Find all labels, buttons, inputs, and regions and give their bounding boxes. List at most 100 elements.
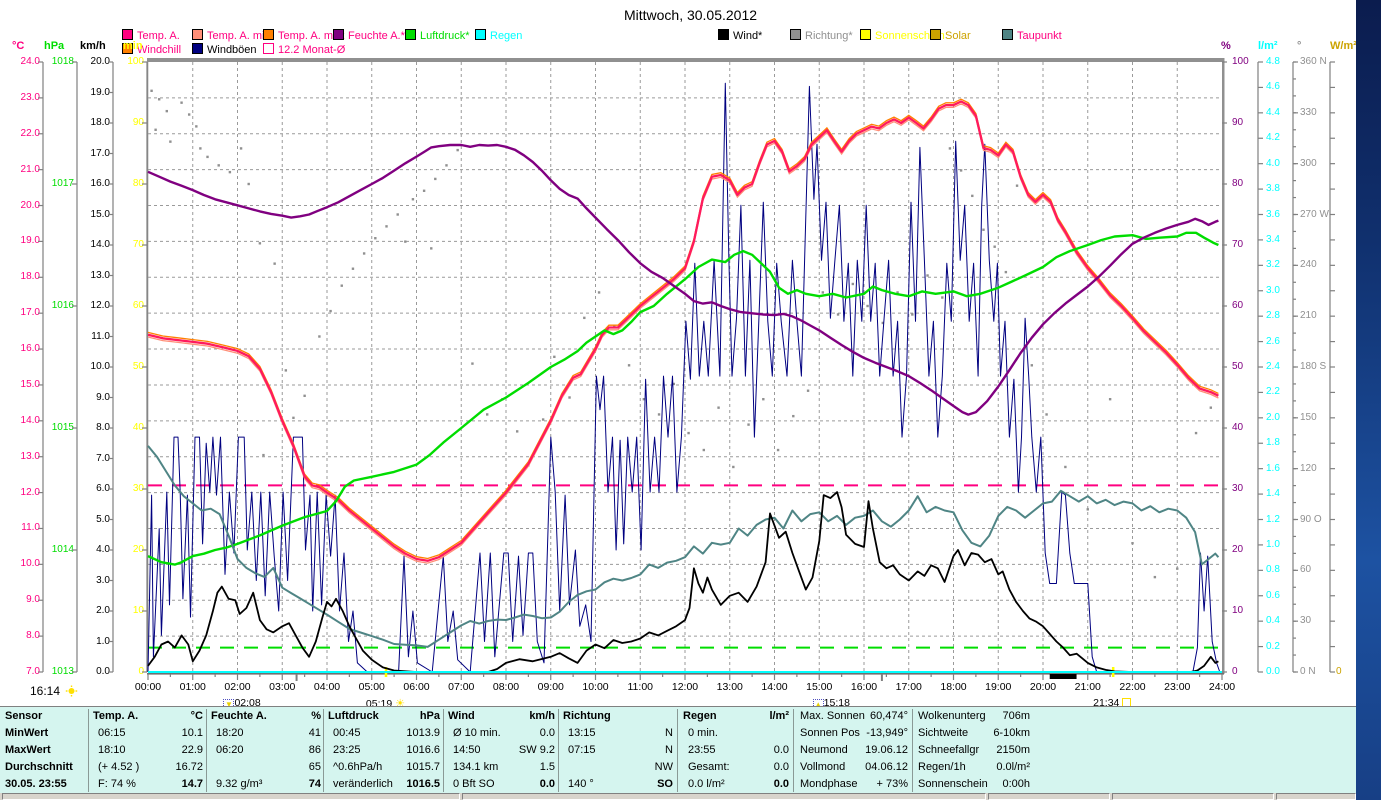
statistics-table: Sensor MinWert MaxWert Durchschnitt 30.05. 2… bbox=[0, 706, 1356, 794]
info-label: Sichtweite bbox=[918, 727, 969, 739]
axis-tick-label: 2.8 bbox=[1266, 310, 1280, 322]
legend-label: Sonnenschein bbox=[875, 30, 945, 42]
legend-item-regen[interactable]: Regen bbox=[475, 29, 522, 42]
astro-value: 19.06.12 bbox=[865, 744, 908, 756]
table-divider bbox=[443, 709, 444, 792]
axis-tick-label: 8.0 bbox=[26, 630, 40, 642]
axis-tick-label: 20 bbox=[1232, 544, 1244, 555]
axis-tick-label: 0.4 bbox=[1266, 615, 1280, 627]
table-cell-value: 16.72 bbox=[175, 761, 203, 773]
axis-tick-label: 210 bbox=[1300, 310, 1317, 322]
legend-label: Temp. A. max bbox=[278, 30, 345, 42]
table-cell-label: 0.0 l/m² bbox=[688, 778, 725, 790]
axis-tick-label: 2.0 bbox=[1266, 411, 1280, 423]
table-cell-label: 07:15 bbox=[568, 744, 596, 756]
legend-item-feuchte-a-[interactable]: Feuchte A.* bbox=[333, 29, 405, 42]
astro-label: Sonnen Pos bbox=[800, 727, 860, 739]
axis-tick-label: 100 bbox=[1232, 56, 1249, 67]
status-segment-3 bbox=[1112, 793, 1274, 800]
axis-tick-label: 1.4 bbox=[1266, 488, 1280, 500]
table-cell-label: veränderlich bbox=[333, 778, 393, 790]
table-cell-label: 0 Bft SO bbox=[453, 778, 495, 790]
unit-celsius: °C bbox=[12, 40, 25, 52]
axis-lines bbox=[38, 61, 1335, 681]
table-divider bbox=[677, 709, 678, 792]
axis-tick-label: 11.0 bbox=[21, 522, 40, 534]
axis-tick-label: 2.4 bbox=[1266, 361, 1280, 372]
axis-tick-label: 270 W bbox=[1300, 208, 1329, 220]
axis-tick-label: 14.0 bbox=[90, 239, 110, 250]
axis-tick-label: 30 bbox=[1232, 483, 1244, 494]
axis-tick-label: 4.4 bbox=[1266, 106, 1280, 118]
axis-tick-label: 5.0 bbox=[96, 513, 110, 525]
axis-tick-label: 13.0 bbox=[20, 450, 40, 462]
window-edge-strip bbox=[1356, 0, 1381, 800]
info-value: 6-10km bbox=[993, 727, 1030, 739]
x-axis-hour-label: 06:00 bbox=[403, 681, 430, 693]
legend-item-taupunkt[interactable]: Taupunkt bbox=[1002, 29, 1062, 42]
axis-tick-label: 0.2 bbox=[1266, 640, 1280, 652]
axis-tick-label: 40 bbox=[132, 422, 144, 433]
unit-percent: % bbox=[1221, 40, 1231, 52]
axis-tick-label: 1013 bbox=[51, 666, 74, 677]
x-axis-hour-label: 17:00 bbox=[895, 681, 922, 693]
legend-item-windb-en[interactable]: Windböen bbox=[192, 43, 257, 56]
table-cell-value: 10.1 bbox=[181, 727, 203, 739]
table-divider bbox=[323, 709, 324, 792]
legend-item-richtung-[interactable]: Richtung* bbox=[790, 29, 853, 42]
axis-tick-label: 50 bbox=[132, 361, 144, 372]
x-axis-hour-label: 19:00 bbox=[985, 681, 1012, 693]
axis-tick-label: 1.2 bbox=[1266, 513, 1280, 525]
legend-swatch-icon bbox=[192, 29, 203, 40]
axis-tick-label: 22.0 bbox=[20, 127, 40, 139]
table-cell-value: 74 bbox=[308, 778, 321, 790]
axis-tick-label: 4.0 bbox=[1266, 157, 1280, 169]
series-windb-en bbox=[147, 82, 1221, 673]
axis-tick-label: 90 O bbox=[1300, 513, 1322, 525]
legend-swatch-icon bbox=[860, 29, 871, 40]
table-cell-value: 0.0 bbox=[773, 761, 789, 773]
legend-item-windchill[interactable]: Windchill bbox=[122, 43, 181, 56]
sunrise-sun-icon: ☀ bbox=[395, 698, 405, 710]
status-segment-1 bbox=[462, 793, 986, 800]
legend-item-12-2-monat-[interactable]: 12.2 Monat-Ø bbox=[263, 43, 345, 56]
axis-tick-label: 12.0 bbox=[20, 486, 40, 498]
legend-label: Wind* bbox=[733, 30, 763, 42]
legend-item-sonnenschein[interactable]: Sonnenschein bbox=[860, 29, 945, 42]
legend-label: Luftdruck* bbox=[420, 30, 470, 42]
table-cell-label: 23:55 bbox=[688, 744, 716, 756]
axis-tick-label: 1.8 bbox=[1266, 437, 1280, 449]
legend-item-temp-a-max[interactable]: Temp. A. max bbox=[263, 29, 345, 42]
axis-tick-label: 14.0 bbox=[20, 414, 40, 426]
astro-label: Max. Sonnen bbox=[800, 710, 865, 722]
legend-item-solar[interactable]: Solar bbox=[930, 29, 971, 42]
table-cell-label: 134.1 km bbox=[453, 761, 499, 773]
legend-item-luftdruck-[interactable]: Luftdruck* bbox=[405, 29, 470, 42]
axis-tick-label: 0 bbox=[1336, 666, 1342, 677]
axis-tick-label: 2.0 bbox=[96, 605, 110, 616]
legend-item-wind-[interactable]: Wind* bbox=[718, 29, 763, 42]
astro-label: Neumond bbox=[800, 744, 848, 756]
astro-value: 04.06.12 bbox=[865, 761, 908, 773]
axis-tick-label: 0.0 bbox=[1266, 666, 1280, 677]
table-cell-value: 22.9 bbox=[181, 744, 203, 756]
axis-tick-label: 1017 bbox=[51, 178, 74, 189]
legend-swatch-icon bbox=[122, 29, 133, 40]
axis-tick-label: 20.0 bbox=[20, 199, 40, 211]
table-cell-label: Gesamt: bbox=[688, 761, 730, 773]
axis-tick-label: 30 bbox=[1300, 615, 1312, 627]
axis-tick-label: 1016 bbox=[51, 300, 74, 311]
plot-area[interactable] bbox=[148, 62, 1222, 672]
table-col-name: Temp. A. bbox=[93, 710, 139, 722]
table-cell-label: (+ 4.52 ) bbox=[98, 761, 140, 773]
legend-item-temp-a-[interactable]: Temp. A. bbox=[122, 29, 180, 42]
legend-item-temp-a-min[interactable]: Temp. A. min bbox=[192, 29, 271, 42]
axis-tick-label: 70 bbox=[1232, 239, 1244, 250]
axis-tick-label: 8.0 bbox=[96, 422, 110, 433]
axis-tick-label: 330 bbox=[1300, 106, 1317, 118]
table-col-unit: l/m² bbox=[769, 710, 789, 722]
legend-swatch-icon bbox=[790, 29, 801, 40]
axis-tick-label: 16.0 bbox=[20, 343, 40, 355]
